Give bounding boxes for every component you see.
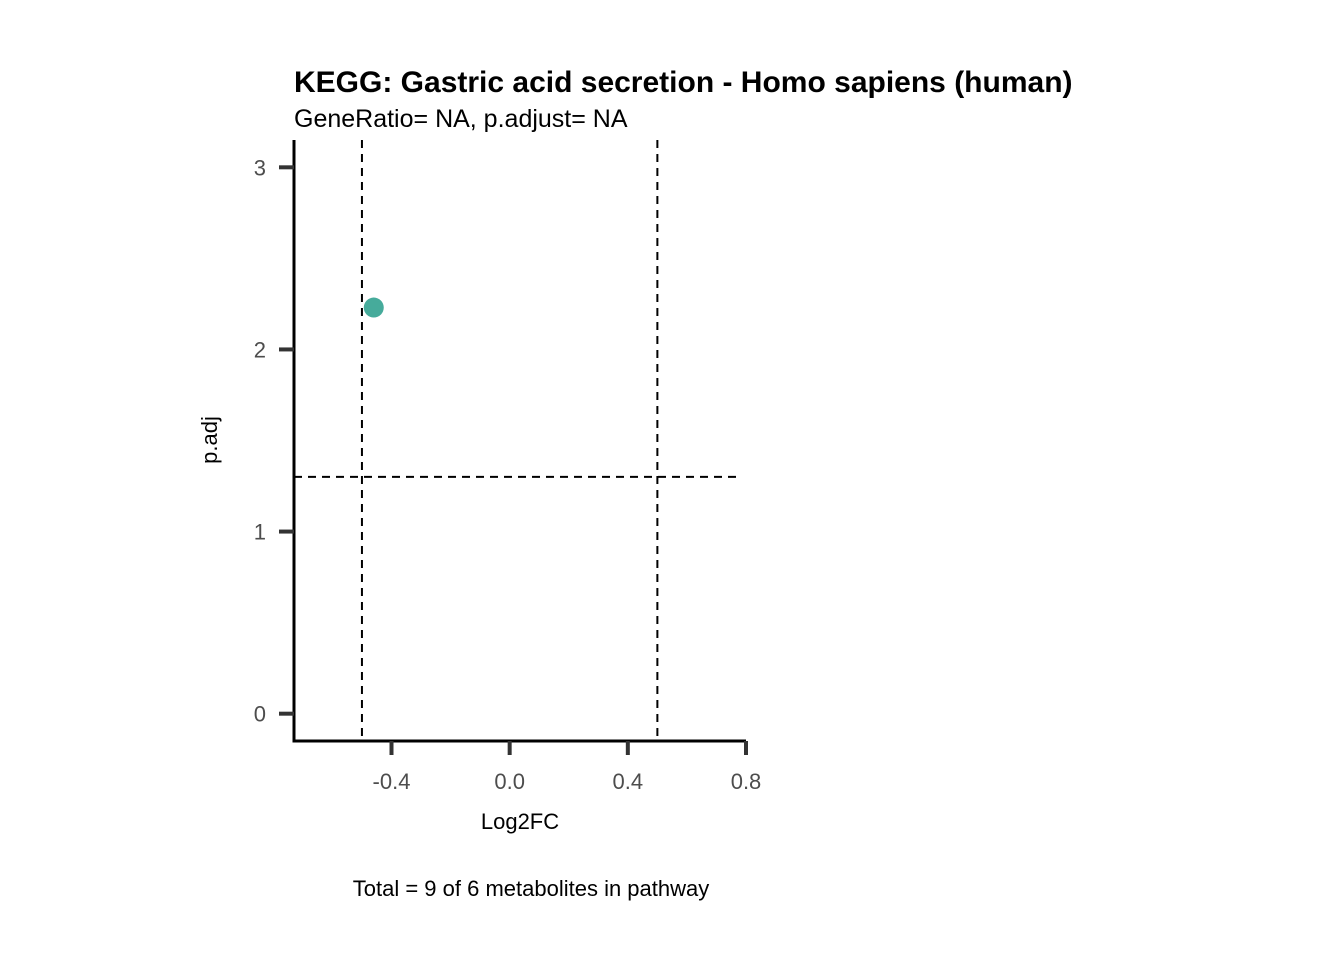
chart-caption: Total = 9 of 6 metabolites in pathway — [353, 876, 710, 901]
y-tick-label-3: 3 — [254, 155, 266, 180]
y-tick-label-0: 0 — [254, 702, 266, 727]
y-axis-ticks: 0 1 2 3 — [254, 155, 294, 727]
x-tick-label-2: 0.4 — [613, 769, 644, 794]
x-tick-label-1: 0.0 — [494, 769, 525, 794]
chart-title: KEGG: Gastric acid secretion - Homo sapi… — [294, 66, 1073, 99]
x-tick-label-3: 0.8 — [731, 769, 762, 794]
y-tick-label-1: 1 — [254, 520, 266, 545]
chart-subtitle: GeneRatio= NA, p.adjust= NA — [294, 105, 628, 133]
x-axis-title: Log2FC — [481, 809, 559, 834]
y-tick-label-2: 2 — [254, 337, 266, 362]
x-tick-label-0: -0.4 — [373, 769, 411, 794]
data-point-0 — [363, 297, 384, 318]
x-axis-ticks: -0.4 0.0 0.4 0.8 — [373, 741, 762, 794]
reference-lines — [294, 140, 740, 741]
data-points — [363, 297, 384, 318]
y-axis-title: p.adj — [197, 416, 222, 464]
